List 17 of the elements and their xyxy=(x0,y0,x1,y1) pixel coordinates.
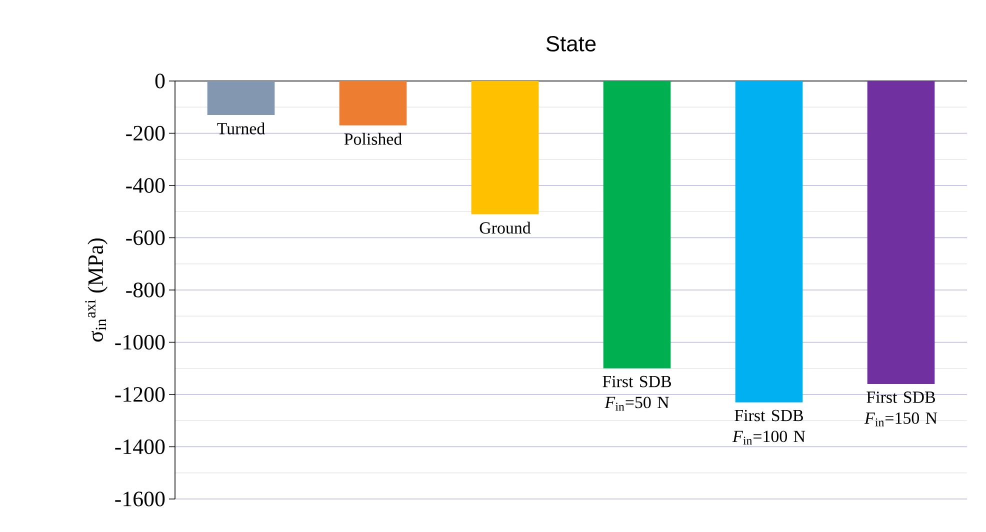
x-tick-label: First SDB F$_{in}$=150 N xyxy=(864,392,938,426)
x-axis-title: State xyxy=(546,36,596,52)
y-tick-label: -1200 xyxy=(115,387,165,402)
y-tick-label: -200 xyxy=(126,126,165,141)
x-tick-label: First SDB F$_{in}$=50 N xyxy=(602,376,671,411)
x-tick-label: Turned xyxy=(217,122,265,134)
y-tick-label: -400 xyxy=(126,178,165,193)
x-tick-label: Ground xyxy=(480,222,531,234)
y-tick-label: -1600 xyxy=(115,492,165,506)
y-tick-label: -800 xyxy=(126,282,165,298)
y-tick-label: -1400 xyxy=(115,439,165,454)
x-tick-label: Polished xyxy=(344,132,402,145)
y-tick-label: -600 xyxy=(126,230,165,246)
x-tick-label: First SDB F$_{in}$=100 N xyxy=(732,410,806,445)
y-axis-title: σ$_{in}$$^{axi}$ (MPa) xyxy=(85,238,108,342)
y-tick-label: 0 xyxy=(155,74,165,88)
y-tick-label: -1000 xyxy=(115,334,165,350)
